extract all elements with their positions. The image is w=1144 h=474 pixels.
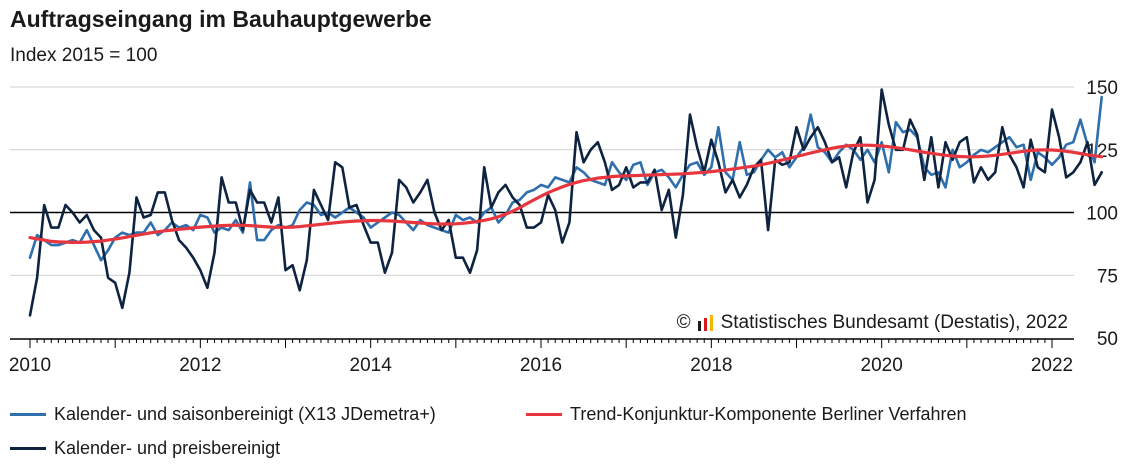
x-tick-label: 2010 — [9, 355, 51, 376]
x-tick-label: 2016 — [520, 355, 562, 376]
x-tick-label: 2014 — [350, 355, 393, 376]
gridlines — [10, 86, 1074, 276]
series-lines — [28, 88, 1104, 317]
legend-swatch — [10, 447, 46, 450]
series-line-3 — [28, 143, 1104, 244]
destatis-logo-icon — [697, 315, 713, 331]
copyright-text: Statistisches Bundesamt (Destatis), 2022 — [720, 312, 1068, 333]
copyright-notice: © Statistisches Bundesamt (Destatis), 20… — [672, 312, 1072, 334]
legend-swatch — [10, 413, 46, 416]
legend-label: Kalender- und preisbereinigt — [54, 438, 281, 458]
x-tick-label: 2012 — [179, 355, 221, 376]
series-line-1 — [28, 95, 1103, 262]
y-tick-label: 100 — [1086, 204, 1118, 225]
x-tick-label: 2022 — [1031, 355, 1073, 376]
y-tick-label: 50 — [1097, 329, 1118, 350]
chart-subtitle: Index 2015 = 100 — [10, 45, 158, 66]
y-tick-label: 75 — [1097, 266, 1118, 287]
x-tick-label: 2020 — [861, 355, 903, 376]
series-line-2 — [28, 88, 1103, 317]
copyright-icon: © — [676, 312, 691, 333]
legend-item-saisonbereinigt: Kalender- und saisonbereinigt (X13 JDeme… — [10, 404, 436, 425]
legend-label: Kalender- und saisonbereinigt (X13 JDeme… — [54, 404, 436, 424]
x-tick-label: 2018 — [690, 355, 732, 376]
legend-item-preisbereinigt: Kalender- und preisbereinigt — [10, 438, 280, 459]
legend-swatch — [526, 413, 562, 416]
chart-title: Auftragseingang im Bauhauptgewerbe — [10, 6, 432, 32]
legend-item-trend: Trend-Konjunktur-Komponente Berliner Ver… — [526, 404, 967, 425]
x-axis: 2010 2012 2014 2016 2018 2020 2022 — [9, 338, 1074, 376]
y-tick-label: 150 — [1086, 78, 1118, 99]
legend-label: Trend-Konjunktur-Komponente Berliner Ver… — [570, 404, 967, 424]
